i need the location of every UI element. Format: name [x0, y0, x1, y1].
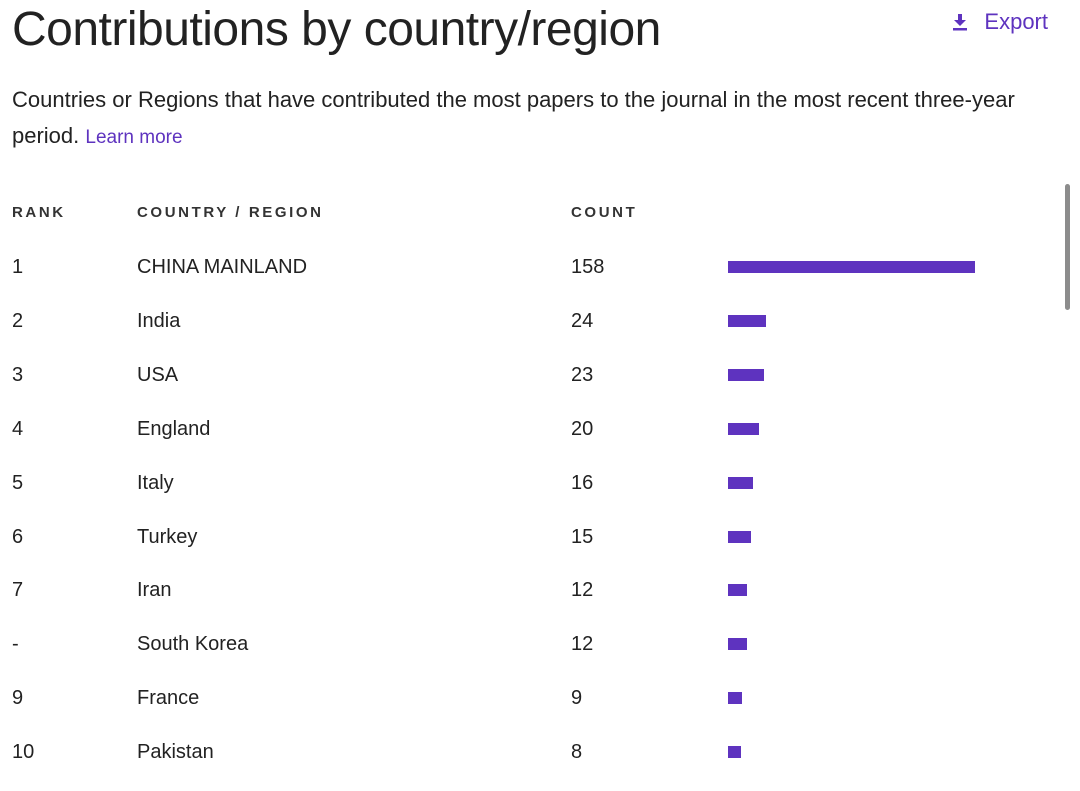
rank-cell: 10 [12, 741, 35, 764]
count-bar [728, 530, 751, 543]
count-cell: 20 [571, 417, 594, 440]
rank-cell: - [12, 633, 19, 656]
country-cell: England [137, 417, 211, 440]
count-cell: 23 [571, 363, 594, 386]
table-row: 4 England 20 [0, 414, 1060, 444]
table-row: 7 Iran 12 [0, 575, 1060, 605]
download-icon [952, 13, 968, 31]
count-bar [728, 746, 741, 759]
description: Countries or Regions that have contribut… [12, 82, 1042, 156]
table-row: 9 France 9 [0, 683, 1060, 713]
count-cell: 158 [571, 256, 605, 278]
count-bar [728, 261, 975, 273]
count-cell: 15 [571, 525, 594, 548]
country-cell: Iran [137, 579, 172, 602]
learn-more-link[interactable]: Learn more [85, 127, 183, 148]
page-title: Contributions by country/region [12, 3, 661, 56]
rank-cell: 6 [12, 525, 24, 548]
rank-header: RANK [12, 204, 66, 221]
country-cell: CHINA MAINLAND [137, 256, 308, 278]
count-cell: 12 [571, 579, 594, 602]
export-button[interactable]: Export [952, 9, 1048, 35]
table-row: 5 Italy 16 [0, 468, 1060, 498]
country-cell: Turkey [137, 525, 198, 548]
table-row: 2 India 24 [0, 306, 1060, 336]
table-row: 6 Turkey 15 [0, 522, 1060, 552]
country-cell: France [137, 687, 200, 710]
count-cell: 12 [571, 633, 594, 656]
count-cell: 24 [571, 309, 594, 332]
scrollbar[interactable] [1065, 184, 1070, 310]
count-bar [728, 692, 742, 705]
rank-cell: 3 [12, 363, 24, 386]
table-row: 10 Pakistan 8 [0, 737, 1060, 767]
rank-cell: 4 [12, 417, 24, 440]
rank-cell: 2 [12, 309, 24, 332]
table-row: 3 USA 23 [0, 360, 1060, 390]
count-bar [728, 584, 747, 597]
export-label: Export [984, 9, 1048, 34]
count-bar [728, 368, 764, 381]
rank-cell: 5 [12, 471, 24, 494]
count-cell: 16 [571, 471, 594, 494]
count-bar [728, 422, 759, 435]
rank-cell: 7 [12, 579, 24, 602]
rank-cell: 9 [12, 687, 24, 710]
count-header: COUNT [571, 204, 638, 221]
country-cell: Italy [137, 471, 174, 494]
count-bar [728, 476, 753, 489]
count-cell: 8 [571, 741, 583, 764]
count-cell: 9 [571, 687, 583, 710]
count-bar [728, 638, 747, 651]
country-cell: India [137, 309, 181, 332]
country-cell: Pakistan [137, 741, 214, 764]
table-row: 1 CHINA MAINLAND 158 [0, 252, 1060, 282]
description-text: Countries or Regions that have contribut… [12, 87, 1015, 148]
rank-cell: 1 [12, 256, 24, 278]
country-cell: USA [137, 363, 179, 386]
table-row: - South Korea 12 [0, 629, 1060, 659]
country-cell: South Korea [137, 633, 249, 656]
country-header: COUNTRY / REGION [137, 204, 324, 221]
count-bar [728, 314, 766, 327]
